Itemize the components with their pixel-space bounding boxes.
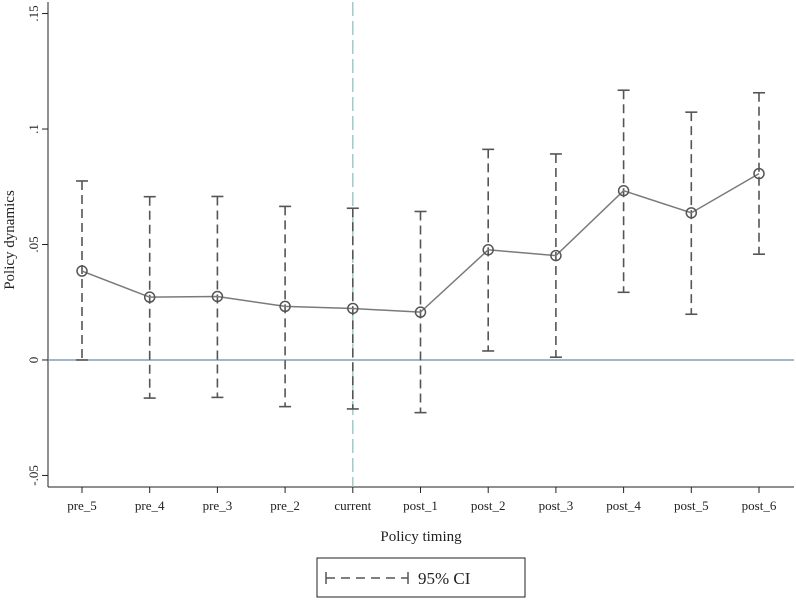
y-tick-label: 0 [26, 357, 41, 364]
estimate-point [279, 300, 291, 313]
y-tick-label: .05 [26, 236, 41, 252]
estimate-line [81, 172, 760, 313]
estimate-point [550, 249, 562, 262]
legend-ci-symbol [325, 572, 409, 584]
x-tick-label: pre_4 [135, 498, 165, 513]
ci-bar [753, 91, 765, 255]
x-axis-title: Policy timing [380, 529, 462, 545]
y-tick-label: .1 [26, 124, 41, 134]
x-tick-label: post_3 [539, 498, 574, 513]
y-axis: -.05 0 .05 .1 .15 [26, 5, 48, 486]
x-tick-label: pre_2 [270, 498, 300, 513]
x-tick-label: post_1 [403, 498, 438, 513]
x-tick-label: current [334, 498, 371, 513]
y-tick-label: -.05 [26, 465, 41, 486]
x-tick-label: post_2 [471, 498, 506, 513]
estimate-point [143, 291, 156, 303]
x-tick-label: pre_3 [203, 498, 233, 513]
legend-ci-label: 95% CI [418, 569, 471, 588]
estimate-point [685, 207, 698, 219]
x-tick-label: post_4 [606, 498, 641, 513]
estimate-point [617, 184, 630, 197]
y-axis-title: Policy dynamics [2, 190, 18, 290]
legend: 95% CI [316, 557, 526, 598]
point-estimates [76, 167, 765, 318]
estimate-point [482, 244, 494, 256]
legend-box [316, 557, 526, 598]
estimate-point [347, 302, 359, 315]
confidence-intervals [76, 89, 765, 414]
estimate-point [414, 306, 427, 318]
x-tick-label: post_5 [674, 498, 709, 513]
estimate-point [753, 167, 765, 180]
estimate-point [211, 290, 224, 303]
y-tick-label: .15 [26, 5, 41, 21]
ci-bar [76, 180, 88, 361]
x-tick-label: pre_5 [67, 498, 97, 513]
x-axis: pre_5 pre_4 pre_3 pre_2 current post_1 post_2 p… [67, 487, 777, 513]
x-tick-label: post_6 [742, 498, 777, 513]
estimate-point [76, 265, 88, 277]
